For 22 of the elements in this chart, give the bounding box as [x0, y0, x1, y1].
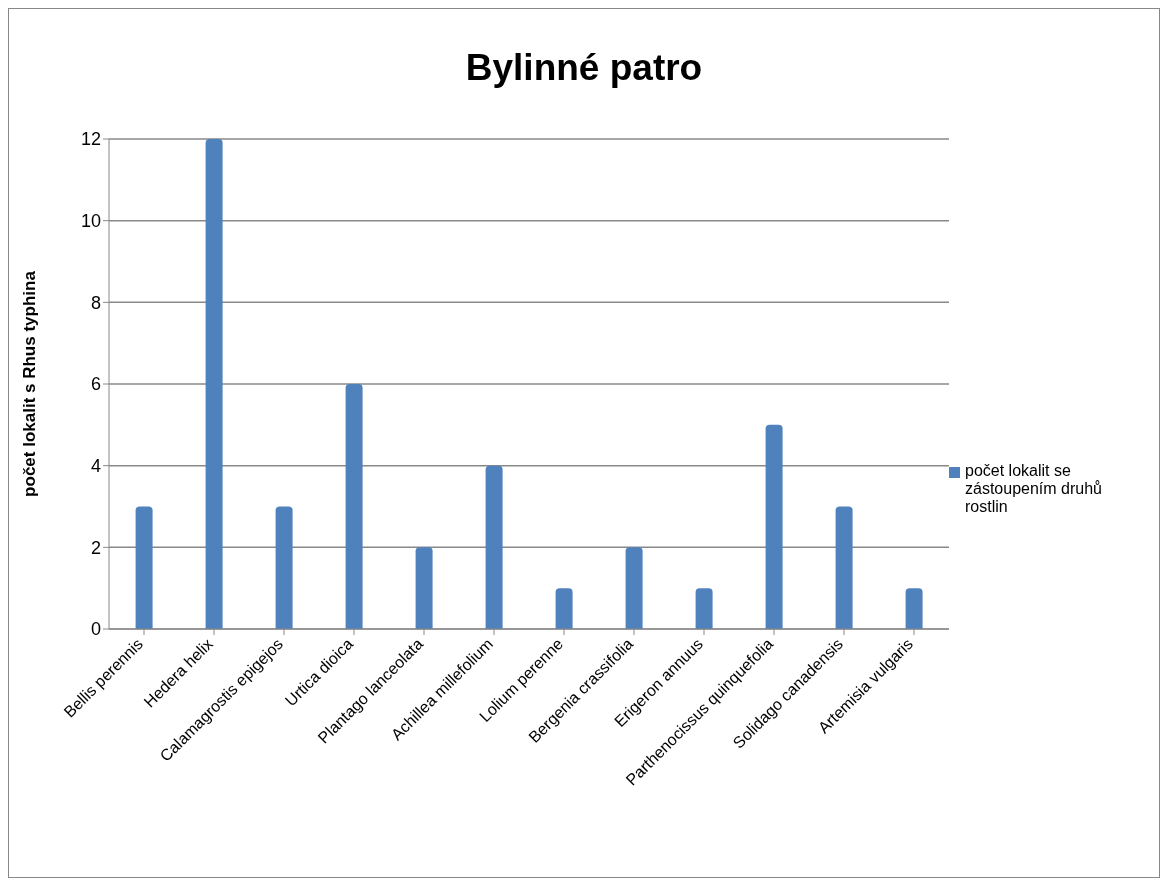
bar [905, 588, 923, 629]
bar [555, 588, 573, 629]
chart-title: Bylinné patro [464, 47, 704, 89]
legend-label: počet lokalit se zástoupením druhů rostlin [965, 462, 1103, 516]
bar [345, 384, 363, 629]
bar [765, 424, 783, 629]
bar [485, 465, 503, 629]
y-axis-title: počet lokalit s Rhus typhina [20, 270, 40, 497]
bar [205, 139, 223, 629]
bar [625, 547, 643, 629]
y-tick-label: 12 [80, 129, 101, 150]
bar [275, 506, 293, 629]
bar [415, 547, 433, 629]
y-tick-label: 0 [90, 619, 101, 640]
bar [135, 506, 153, 629]
y-tick-label: 10 [80, 211, 101, 232]
y-tick-label: 4 [90, 456, 101, 477]
y-tick-label: 8 [90, 292, 101, 313]
bar [835, 506, 853, 629]
y-tick-label: 6 [90, 374, 101, 395]
bar [695, 588, 713, 629]
y-tick-label: 2 [90, 537, 101, 558]
